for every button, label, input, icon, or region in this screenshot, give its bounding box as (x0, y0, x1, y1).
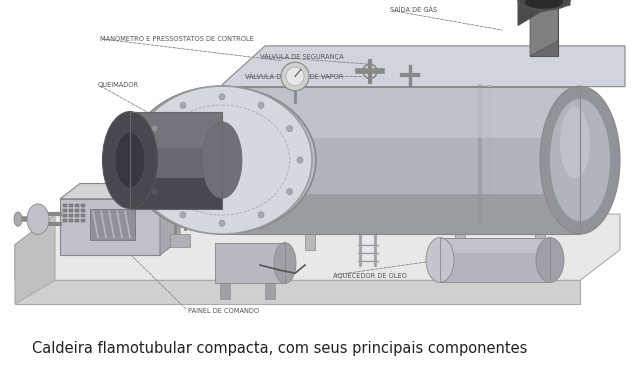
Polygon shape (220, 46, 625, 87)
Bar (215, 243, 285, 284)
Polygon shape (518, 0, 570, 26)
Bar (130, 178, 222, 209)
Bar (63, 219, 67, 222)
Bar (130, 112, 222, 209)
Circle shape (258, 212, 264, 218)
Text: VÁLVULA DE SAÍDA DE VAPOR: VÁLVULA DE SAÍDA DE VAPOR (245, 73, 344, 80)
Bar (265, 284, 275, 299)
Circle shape (281, 62, 309, 91)
Bar (63, 209, 67, 212)
Bar (305, 222, 315, 250)
Bar (81, 204, 85, 207)
Ellipse shape (132, 86, 312, 234)
Bar (130, 112, 222, 209)
Ellipse shape (550, 99, 610, 221)
Bar (530, 0, 558, 56)
Circle shape (180, 102, 186, 108)
Circle shape (141, 157, 147, 163)
Polygon shape (60, 183, 180, 199)
Bar (220, 87, 580, 234)
Text: Caldeira flamotubular compacta, com seus principais componentes: Caldeira flamotubular compacta, com seus… (32, 340, 527, 356)
Circle shape (297, 157, 303, 163)
Polygon shape (15, 280, 580, 304)
Bar (130, 112, 222, 148)
Ellipse shape (128, 86, 316, 234)
Bar (440, 237, 550, 282)
Ellipse shape (560, 107, 590, 178)
Ellipse shape (525, 0, 563, 9)
Text: VÁLVULA DE SEGURANÇA: VÁLVULA DE SEGURANÇA (260, 53, 344, 60)
Bar (69, 219, 73, 222)
Bar (63, 204, 67, 207)
Bar (63, 214, 67, 217)
Bar (440, 237, 550, 253)
Bar (220, 87, 580, 138)
Bar (69, 209, 73, 212)
Circle shape (286, 67, 304, 86)
Circle shape (152, 125, 157, 132)
Bar (75, 219, 79, 222)
Text: AQUECEDOR DE ÓLEO: AQUECEDOR DE ÓLEO (333, 272, 407, 279)
Ellipse shape (115, 132, 145, 188)
Text: SAÍDA DE GÁS: SAÍDA DE GÁS (390, 7, 437, 14)
Bar (81, 219, 85, 222)
Text: MANÔMETRO E PRESSOSTATOS DE CONTROLE: MANÔMETRO E PRESSOSTATOS DE CONTROLE (100, 36, 254, 42)
Ellipse shape (426, 237, 454, 282)
Bar (215, 243, 285, 284)
Circle shape (219, 94, 225, 100)
Ellipse shape (540, 86, 620, 234)
Ellipse shape (27, 204, 49, 234)
Bar (81, 214, 85, 217)
Bar (75, 204, 79, 207)
Ellipse shape (536, 237, 564, 282)
Circle shape (152, 189, 157, 195)
Bar (170, 234, 190, 247)
Bar (535, 222, 545, 250)
Ellipse shape (518, 0, 570, 10)
Bar (60, 199, 160, 255)
Bar (220, 194, 580, 234)
Circle shape (219, 220, 225, 226)
Bar (455, 222, 465, 250)
Bar (81, 209, 85, 212)
Bar (220, 284, 230, 299)
Ellipse shape (274, 243, 296, 284)
Circle shape (287, 189, 292, 195)
Bar (75, 214, 79, 217)
Bar (69, 214, 73, 217)
Ellipse shape (202, 122, 242, 198)
Text: PAINEL DE COMANDO: PAINEL DE COMANDO (188, 308, 259, 314)
Polygon shape (15, 214, 620, 280)
Bar (69, 204, 73, 207)
Polygon shape (530, 0, 558, 56)
Bar (75, 209, 79, 212)
Bar (440, 237, 550, 282)
Bar (90, 209, 135, 240)
Text: QUEIMADOR: QUEIMADOR (98, 82, 139, 88)
Ellipse shape (14, 212, 22, 226)
Polygon shape (15, 214, 55, 304)
Circle shape (258, 102, 264, 108)
Bar (220, 87, 580, 234)
Circle shape (287, 125, 292, 132)
Circle shape (180, 212, 186, 218)
Polygon shape (160, 183, 180, 255)
Ellipse shape (103, 112, 157, 209)
